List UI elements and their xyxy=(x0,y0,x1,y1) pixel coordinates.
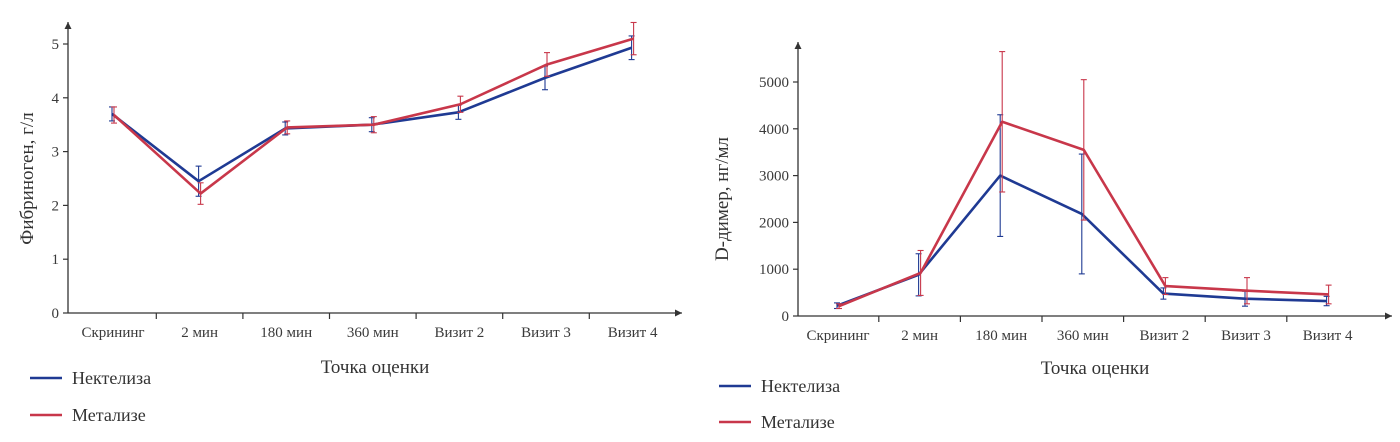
y-tick-label: 0 xyxy=(52,306,60,322)
legend-item-nektelisa: Нектелиза xyxy=(30,368,151,388)
y-tick-label: 1 xyxy=(52,252,60,268)
x-axis-arrow xyxy=(1385,312,1392,320)
y-tick-label: 4 xyxy=(52,91,60,107)
legend-item-metalise: Метализе xyxy=(719,412,835,432)
x-tick-label: Скрининг xyxy=(81,325,144,341)
x-tick-label: Визит 2 xyxy=(1140,328,1190,344)
legend-item-metalise: Метализе xyxy=(30,405,146,425)
y-axis-arrow xyxy=(794,42,802,49)
series-metalise xyxy=(111,21,637,205)
x-tick-label: 180 мин xyxy=(260,325,312,341)
series-line xyxy=(113,37,634,195)
series-nektelisa xyxy=(834,114,1330,310)
x-tick-label: Визит 3 xyxy=(1221,328,1271,344)
y-axis-title: D-димер, нг/мл xyxy=(712,136,733,261)
x-tick-label: Визит 4 xyxy=(1303,328,1353,344)
y-tick-label: 5 xyxy=(52,37,60,53)
x-axis-arrow xyxy=(675,309,682,317)
chart-1: 0 1 2 3 4 5 Скрининг 2 мин 180 мин 360 мин Визит 2… xyxy=(17,21,682,425)
y-tick-label: 5000 xyxy=(759,75,789,91)
x-axis-title: Точка оценки xyxy=(1041,358,1150,379)
legend-label: Метализе xyxy=(72,405,146,425)
x-tick-label: Визит 4 xyxy=(608,325,658,341)
y-tick-label: 1000 xyxy=(759,262,789,278)
y-axis-title: Фибриноген, г/л xyxy=(17,112,38,245)
y-tick-label: 4000 xyxy=(759,122,789,138)
legend-label: Нектелиза xyxy=(761,376,840,396)
x-axis-title: Точка оценки xyxy=(321,357,430,378)
legend-item-nektelisa: Нектелиза xyxy=(719,376,840,396)
x-tick-label: Визит 3 xyxy=(521,325,571,341)
y-tick-label: 2 xyxy=(52,198,60,214)
legend-label: Метализе xyxy=(761,412,835,432)
x-tick-label: 180 мин xyxy=(975,328,1027,344)
y-tick-label: 3000 xyxy=(759,169,789,185)
y-tick-label: 0 xyxy=(782,309,790,325)
chart-2: 0 1000 2000 3000 4000 5000 Скрининг 2 мин 180 ми… xyxy=(712,42,1392,432)
series-line xyxy=(111,46,633,183)
series-line xyxy=(838,120,1329,308)
series-metalise xyxy=(836,51,1332,310)
x-tick-label: 360 мин xyxy=(347,325,399,341)
y-tick-label: 2000 xyxy=(759,215,789,231)
x-tick-label: 2 мин xyxy=(901,328,938,344)
y-axis-arrow xyxy=(64,22,72,29)
legend-label: Нектелиза xyxy=(72,368,151,388)
x-tick-label: 2 мин xyxy=(181,325,218,341)
x-tick-label: 360 мин xyxy=(1057,328,1109,344)
y-tick-label: 3 xyxy=(52,145,60,161)
x-tick-label: Визит 2 xyxy=(435,325,485,341)
x-tick-label: Скрининг xyxy=(806,328,869,344)
